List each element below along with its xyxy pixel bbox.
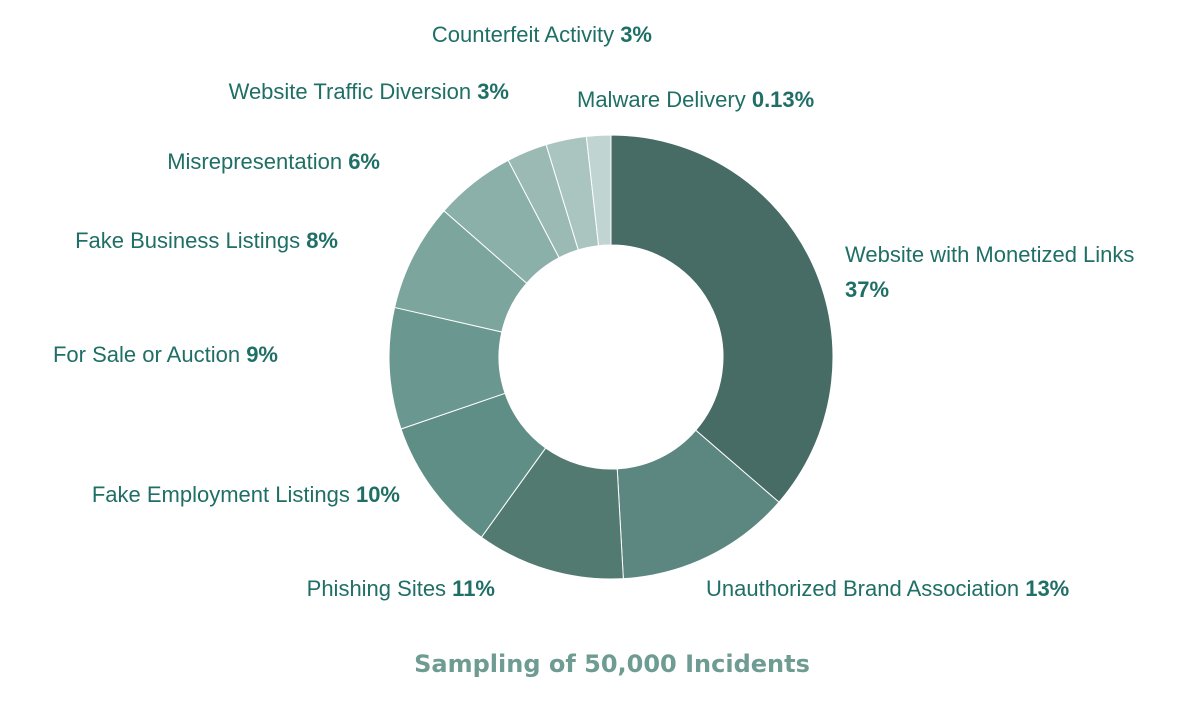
slice-label-value: 11% (446, 576, 495, 601)
slice-label-value: 9% (240, 342, 278, 367)
slice-label-value: 6% (342, 149, 380, 174)
slice-label-name: Misrepresentation (167, 149, 342, 174)
slice-label-1: Website with Monetized Links 37% (845, 242, 1134, 302)
slice-label-7: Misrepresentation 6% (167, 149, 380, 174)
slice-label-5: For Sale or Auction 9% (53, 342, 278, 367)
slice-label-value: 10% (350, 482, 400, 507)
slice-label-name: Phishing Sites (307, 576, 446, 601)
slice-label-name: Malware Delivery (577, 87, 746, 112)
slice-label-2: Unauthorized Brand Association 13% (706, 576, 1069, 601)
slice-label-3: Phishing Sites 11% (307, 576, 495, 601)
slice-label-value: 37% (845, 277, 889, 302)
slice-label-name: Fake Business Listings (75, 228, 300, 253)
slice-label-value: 13% (1019, 576, 1069, 601)
donut-slice-10 (585, 134, 612, 247)
donut-slice-1 (610, 134, 834, 503)
slice-label-name: Website Traffic Diversion (229, 79, 472, 104)
chart-caption: Sampling of 50,000 Incidents (414, 650, 810, 678)
slice-label-8: Website Traffic Diversion 3% (229, 79, 509, 104)
slice-label-value: 8% (300, 228, 338, 253)
slice-label-name: Unauthorized Brand Association (706, 576, 1019, 601)
slice-labels: Website with Monetized Links 37% Unauthori… (53, 22, 1134, 601)
slice-label-name: Website with Monetized Links (845, 242, 1134, 267)
slice-label-name: Fake Employment Listings (92, 482, 350, 507)
slice-label-value: 3% (614, 22, 652, 47)
slice-label-name: Counterfeit Activity (432, 22, 614, 47)
slice-label-4: Fake Employment Listings 10% (92, 482, 400, 507)
slice-label-10: Malware Delivery 0.13% (577, 87, 814, 112)
slice-label-9: Counterfeit Activity 3% (432, 22, 652, 47)
slice-label-name: For Sale or Auction (53, 342, 240, 367)
slice-label-6: Fake Business Listings 8% (75, 228, 338, 253)
donut-slices (388, 134, 834, 580)
slice-label-value: 3% (471, 79, 509, 104)
slice-label-value: 0.13% (746, 87, 815, 112)
